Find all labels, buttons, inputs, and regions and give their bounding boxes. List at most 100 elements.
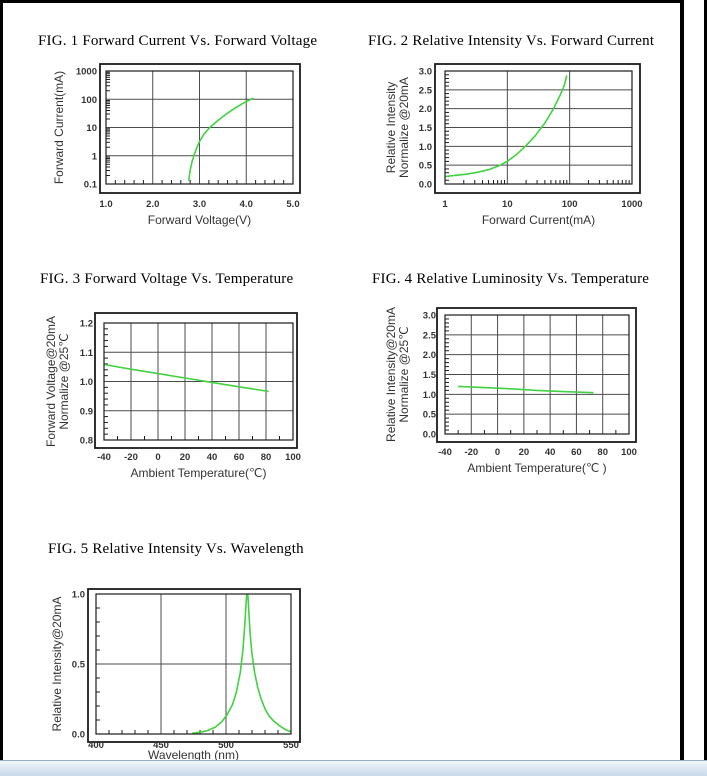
fig5-plot-svg: 400 450 500 550 1.0 0.5 0.0 Wavelength (nm) Rela… <box>50 588 301 762</box>
page-border-top <box>0 0 684 3</box>
fig2-chart: 1 10 100 1000 3.0 2.5 2.0 1.5 1.0 0.5 0.0 Forward C… <box>375 60 665 240</box>
fig3-y-tick-label: 0.9 <box>80 406 93 417</box>
fig2-x-tick-label: 1000 <box>621 199 642 210</box>
fig3-x-tick-label: 80 <box>261 452 272 463</box>
fig1-y-tick-label: 1000 <box>76 67 97 78</box>
fig1-chart: 1.0 2.0 3.0 4.0 5.0 1000 100 10 1 0.1 Forward Volt… <box>45 60 335 240</box>
fig3-minor-ticks <box>104 328 280 440</box>
fig1-minor-ticks <box>106 71 285 184</box>
fig1-plot-svg: 1.0 2.0 3.0 4.0 5.0 1000 100 10 1 0.1 Forward Volt… <box>52 63 301 227</box>
page-edge-divider-line <box>680 0 684 760</box>
fig3-gridlines <box>104 323 293 440</box>
fig3-plot-svg: -40 -20 0 20 40 60 80 100 1.2 1.1 1.0 0.9 0.8 Ambient… <box>44 312 301 480</box>
fig3-y-axis-title: Forward Voltage@20mA <box>44 316 58 447</box>
fig1-y-tick-label: 10 <box>86 123 97 134</box>
fig1-y-tick-label: 1 <box>92 151 98 162</box>
fig5-y-axis-title: Relative Intensity@20mA <box>50 597 64 732</box>
fig2-minor-ticks <box>445 74 630 184</box>
fig4-x-tick-label: -40 <box>438 447 452 458</box>
fig4-curve <box>458 385 594 394</box>
fig4-x-axis-title: Ambient Temperature(℃ ) <box>467 461 606 475</box>
fig3-y-tick-label: 1.2 <box>80 319 93 330</box>
fig5-x-tick-label: 500 <box>218 740 234 751</box>
fig3-x-tick-label: 100 <box>285 452 301 463</box>
fig3-plot-frame <box>103 322 294 441</box>
fig3-x-tick-label: -40 <box>97 452 111 463</box>
fig5-y-tick-label: 1.0 <box>72 590 85 601</box>
fig2-x-axis-title: Forward Current(mA) <box>482 213 595 227</box>
fig2-tick-labels: 1 10 100 1000 3.0 2.5 2.0 1.5 1.0 0.5 0.0 <box>419 67 643 211</box>
fig5-x-tick-label: 550 <box>283 740 299 751</box>
fig4-plot-frame <box>444 314 630 435</box>
fig4-y-axis-title: Normalize @25℃ <box>397 326 411 422</box>
fig2-y-axis-title: Relative Intensity <box>384 82 398 173</box>
fig2-curve <box>445 75 568 178</box>
fig2-y-tick-label: 1.5 <box>419 123 433 134</box>
fig5-outer-frame <box>87 588 301 743</box>
fig2-x-tick-label: 10 <box>502 199 513 210</box>
horizontal-scrollbar[interactable] <box>0 760 707 776</box>
fig5-minor-ticks <box>96 607 279 734</box>
fig1-y-tick-label: 100 <box>81 95 97 106</box>
fig4-plot-svg: -40 -20 0 20 40 60 80 100 3.0 2.5 2.0 1.5 1.0 0.5 0.0 A… <box>384 307 637 475</box>
fig4-y-axis-title: Relative Intensity@20mA <box>384 307 398 442</box>
fig4-minor-ticks <box>445 318 617 434</box>
fig2-plot-frame <box>444 70 633 185</box>
fig3-chart: -40 -20 0 20 40 60 80 100 1.2 1.1 1.0 0.9 0.8 Ambient… <box>40 300 340 495</box>
fig2-gridlines <box>445 71 632 184</box>
fig2-y-tick-label: 0.5 <box>419 161 433 172</box>
page-border-left <box>0 0 3 760</box>
fig3-x-tick-label: 0 <box>155 452 160 463</box>
fig4-x-tick-label: 80 <box>597 447 608 458</box>
fig4-x-tick-label: 20 <box>519 447 530 458</box>
fig2-x-tick-label: 1 <box>442 199 448 210</box>
fig3-y-tick-label: 1.0 <box>80 377 93 388</box>
fig5-tick-labels: 400 450 500 550 1.0 0.5 0.0 <box>72 590 299 752</box>
fig5-curve <box>192 594 291 734</box>
fig4-y-tick-label: 1.0 <box>423 390 436 401</box>
fig3-x-tick-label: -20 <box>124 452 138 463</box>
fig2-plot-svg: 1 10 100 1000 3.0 2.5 2.0 1.5 1.0 0.5 0.0 Forward C… <box>384 63 643 227</box>
fig1-title: FIG. 1 Forward Current Vs. Forward Volta… <box>38 33 318 49</box>
fig1-x-tick-label: 2.0 <box>146 199 159 210</box>
fig2-y-tick-label: 3.0 <box>419 67 432 78</box>
fig1-x-tick-label: 5.0 <box>286 199 299 210</box>
fig1-x-axis-title: Forward Voltage(V) <box>148 213 251 227</box>
fig2-y-axis-title: Normalize @20mA <box>397 77 411 178</box>
fig4-x-tick-label: 40 <box>545 447 556 458</box>
fig1-curve <box>187 97 254 181</box>
fig3-y-tick-label: 1.1 <box>80 348 94 359</box>
fig1-plot-frame <box>105 70 294 185</box>
fig5-x-tick-label: 450 <box>153 740 169 751</box>
fig5-title: FIG. 5 Relative Intensity Vs. Wavelength <box>48 541 304 557</box>
fig3-x-axis-title: Ambient Temperature(℃) <box>131 466 267 480</box>
page-border-right <box>704 0 707 760</box>
fig4-y-tick-label: 0.5 <box>423 410 437 421</box>
fig2-y-tick-label: 1.0 <box>419 142 432 153</box>
fig2-y-tick-label: 2.0 <box>419 104 432 115</box>
fig1-x-tick-label: 1.0 <box>99 199 112 210</box>
fig5-x-tick-label: 400 <box>88 740 104 751</box>
fig1-y-tick-label: 0.1 <box>84 180 98 191</box>
fig3-x-tick-label: 60 <box>234 452 245 463</box>
fig4-title: FIG. 4 Relative Luminosity Vs. Temperatu… <box>372 271 650 287</box>
fig5-gridlines <box>96 594 291 734</box>
fig2-y-tick-label: 2.5 <box>419 85 433 96</box>
fig3-y-axis-title: Normalize @25℃ <box>57 333 71 429</box>
fig1-y-axis-title: Forward Current(mA) <box>52 71 66 184</box>
fig4-gridlines <box>445 315 629 434</box>
fig4-y-tick-label: 2.5 <box>423 330 437 341</box>
fig1-x-tick-label: 3.0 <box>193 199 206 210</box>
fig3-title: FIG. 3 Forward Voltage Vs. Temperature <box>40 271 294 287</box>
fig5-y-tick-label: 0.5 <box>72 660 86 671</box>
fig3-y-tick-label: 0.8 <box>80 436 93 447</box>
fig4-x-tick-label: 60 <box>571 447 582 458</box>
fig4-tick-labels: -40 -20 0 20 40 60 80 100 3.0 2.5 2.0 1.5 1.0 0.5 0.0 <box>423 311 637 459</box>
fig4-y-tick-label: 1.5 <box>423 370 437 381</box>
fig4-x-tick-label: 0 <box>495 447 500 458</box>
fig4-y-tick-label: 2.0 <box>423 350 436 361</box>
fig5-chart: 400 450 500 550 1.0 0.5 0.0 Wavelength (nm) Rela… <box>45 585 345 776</box>
fig3-tick-labels: -40 -20 0 20 40 60 80 100 1.2 1.1 1.0 0.9 0.8 <box>80 319 301 464</box>
fig5-x-axis-title: Wavelength (nm) <box>148 748 239 762</box>
